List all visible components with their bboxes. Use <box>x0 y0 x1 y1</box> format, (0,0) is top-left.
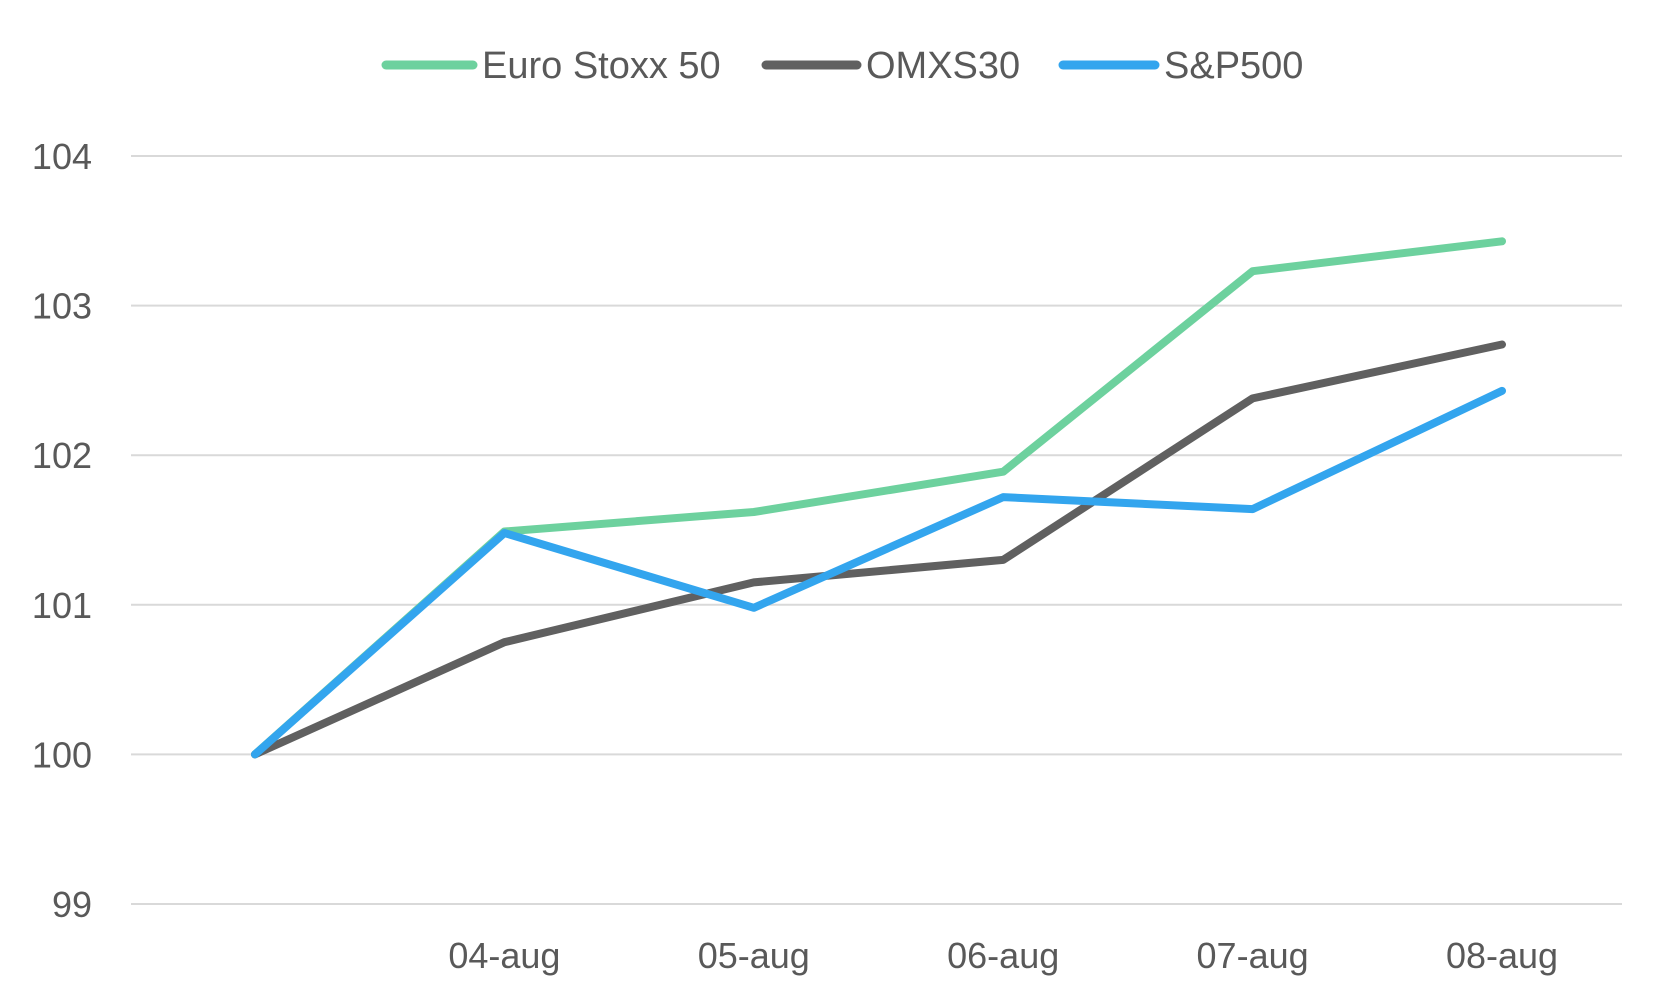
y-axis-tick-labels: 99 100 101 102 103 104 <box>32 136 92 925</box>
legend: Euro Stoxx 50 OMXS30 S&P500 <box>381 45 1303 87</box>
legend-label: Euro Stoxx 50 <box>482 45 721 87</box>
series-lines <box>251 237 1506 759</box>
y-tick-label: 99 <box>52 884 92 925</box>
x-tick-label: 05-aug <box>698 935 810 976</box>
data-point <box>1252 397 1254 399</box>
legend-label: S&P500 <box>1164 45 1303 87</box>
data-point <box>1501 240 1503 242</box>
data-point <box>753 607 755 609</box>
x-tick-label: 04-aug <box>448 935 560 976</box>
series-line-2 <box>251 386 1506 759</box>
y-tick-label: 103 <box>32 286 92 327</box>
gridlines <box>131 155 1622 905</box>
legend-item: Euro Stoxx 50 <box>381 45 721 87</box>
data-point <box>1252 270 1254 272</box>
y-tick-label: 104 <box>32 136 92 177</box>
data-point <box>503 532 505 534</box>
data-point <box>1501 343 1503 345</box>
data-point <box>753 511 755 513</box>
series-line-0 <box>251 237 1506 759</box>
y-tick-label: 100 <box>32 734 92 775</box>
data-point <box>1501 390 1503 392</box>
data-point <box>1002 496 1004 498</box>
data-point <box>753 581 755 583</box>
x-axis-tick-labels: 04-aug 05-aug 06-aug 07-aug 08-aug <box>448 935 1558 976</box>
legend-label: OMXS30 <box>866 45 1020 87</box>
data-point <box>503 641 505 643</box>
data-point <box>1252 508 1254 510</box>
series-line-1 <box>251 340 1506 759</box>
x-tick-label: 08-aug <box>1446 935 1558 976</box>
data-point <box>254 753 256 755</box>
data-point <box>1002 559 1004 561</box>
x-tick-label: 06-aug <box>947 935 1059 976</box>
y-tick-label: 101 <box>32 585 92 626</box>
legend-item: OMXS30 <box>761 45 1020 87</box>
y-tick-label: 102 <box>32 435 92 476</box>
x-tick-label: 07-aug <box>1197 935 1309 976</box>
legend-item: S&P500 <box>1058 45 1303 87</box>
data-point <box>1002 471 1004 473</box>
